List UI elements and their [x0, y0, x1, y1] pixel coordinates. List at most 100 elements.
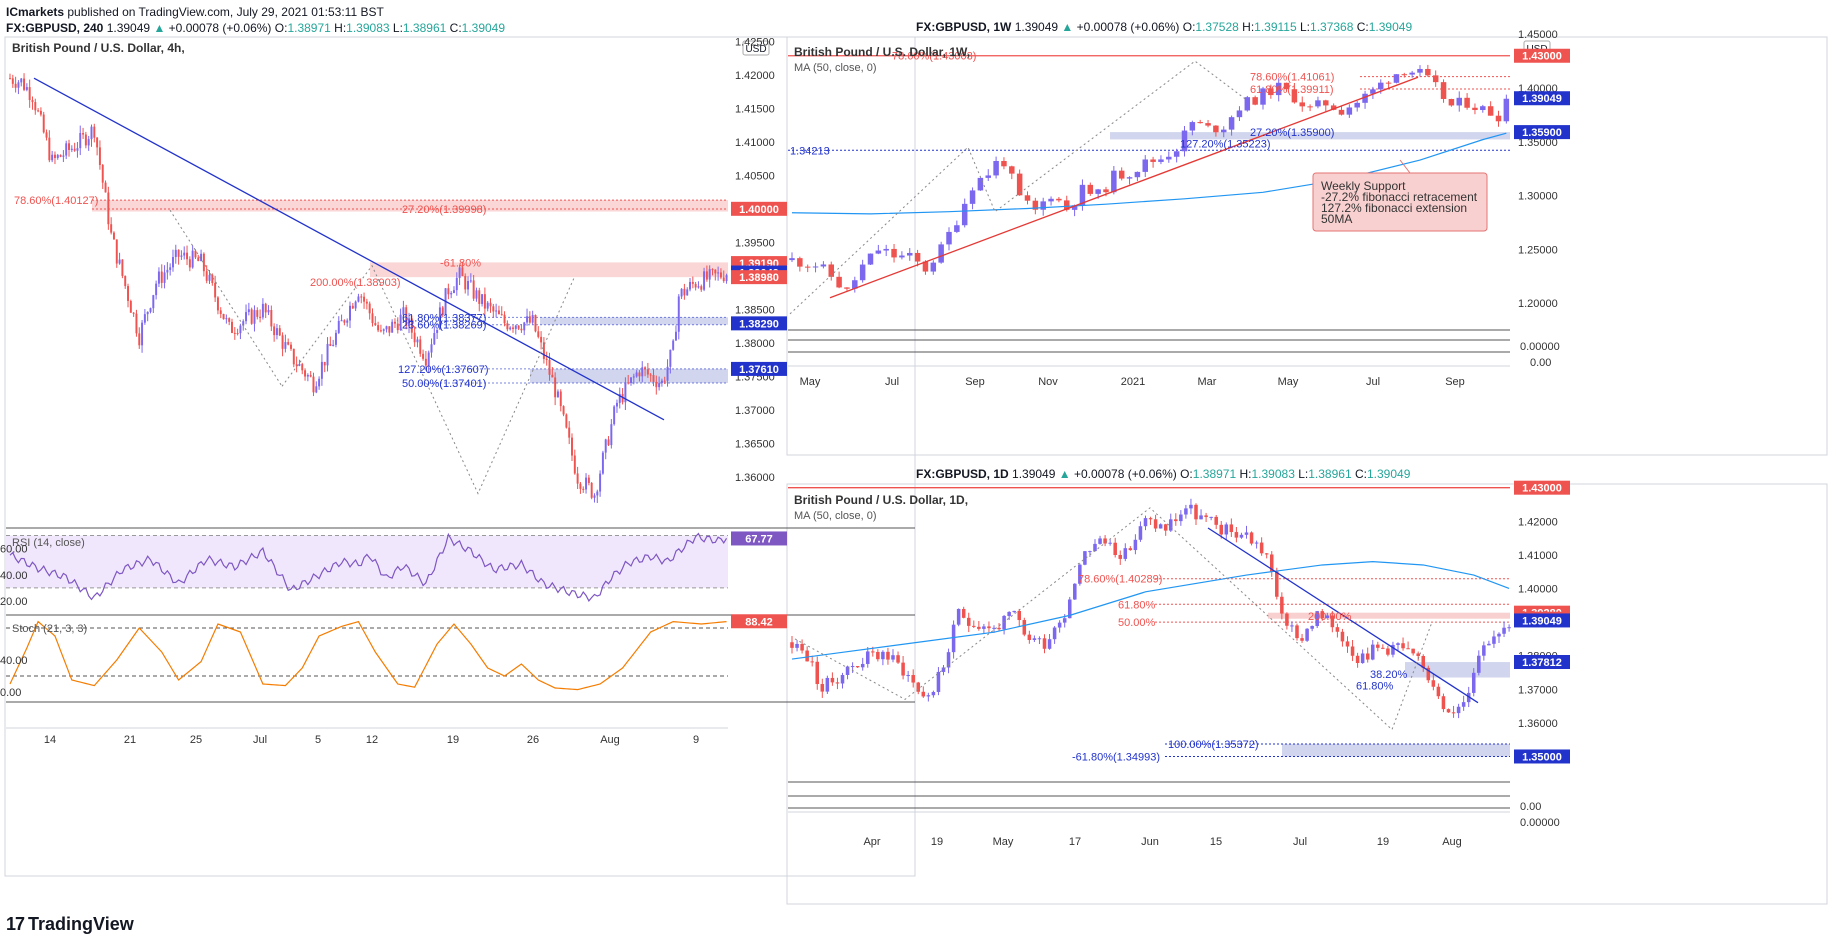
d1-candle-body	[1259, 542, 1264, 554]
h4-candle-body	[396, 323, 399, 331]
w1-candle-body	[954, 225, 960, 232]
h4-candle-body	[329, 343, 332, 346]
h4-fib-swing-line	[169, 209, 283, 387]
d1-candle-body	[1275, 571, 1279, 597]
d1-x-tick-label: 19	[931, 836, 943, 848]
h4-candle-body	[495, 310, 498, 312]
h4-candles	[9, 73, 728, 504]
w1-y-tick-label: 1.25000	[1518, 244, 1558, 256]
d1-candle-body	[825, 677, 830, 692]
tradingview-logo[interactable]: 17 TradingView	[6, 914, 134, 935]
h4-candle-body	[51, 154, 54, 161]
h4-candle-body	[714, 269, 717, 274]
weekly-symbol-label: FX:GBPUSD, 1W	[916, 20, 1012, 34]
tradingview-logo-text: TradingView	[28, 914, 134, 934]
h4-x-tick-label: Jul	[253, 734, 267, 746]
h4-candle-body	[9, 78, 11, 80]
h4-candle-body	[545, 358, 548, 360]
h4-candle-body	[259, 316, 262, 318]
h4-candle-body	[351, 305, 354, 309]
h4-candle-body	[315, 386, 318, 393]
h4-candle-body	[700, 286, 703, 290]
w1-candle-body	[1103, 189, 1109, 193]
tradingview-logo-icon: 17	[6, 914, 25, 934]
h4-candle-body	[655, 381, 658, 388]
h4-candle-body	[31, 100, 34, 103]
h4-candle-body	[686, 289, 689, 296]
h4-candle-body	[118, 259, 121, 264]
d1-candle-body	[1042, 638, 1047, 649]
d1-candle-body	[1370, 644, 1375, 660]
d1-candle-body	[1209, 516, 1213, 518]
h4-candle-body	[261, 303, 264, 318]
d1-candle-body	[946, 652, 951, 668]
d1-candle-body	[1148, 518, 1153, 520]
h4-candle-body	[37, 110, 40, 112]
h4-candle-body	[48, 137, 51, 161]
h4-candle-body	[169, 267, 172, 270]
publish-header: ICmarkets published on TradingView.com, …	[6, 4, 505, 36]
w1-candle-body	[1393, 74, 1400, 83]
w1-fib-label: 127.20%(1.35223)	[1180, 138, 1271, 150]
h4-candle-body	[146, 311, 149, 315]
h4-candle-body	[368, 303, 371, 314]
w1-candle-body	[1056, 198, 1062, 201]
weekly-close-label: C:	[1356, 20, 1369, 34]
w1-candle-body	[1126, 177, 1133, 179]
h4-candle-body	[301, 364, 304, 371]
h4-candle-body	[349, 305, 351, 321]
d1-candle-body	[997, 627, 1001, 630]
d1-candle-body	[1002, 615, 1006, 630]
w1-x-tick-label: Jul	[1366, 376, 1380, 388]
w1-candle-body	[1503, 98, 1510, 122]
h4-candle-body	[680, 288, 683, 297]
w1-y-tick-label: 1.35000	[1518, 137, 1558, 149]
h4-candle-body	[320, 361, 323, 379]
h4-candle-body	[663, 380, 666, 382]
d1-fib-label: 200.00%	[1308, 611, 1352, 623]
d1-fib-label: 78.60%(1.40289)	[1078, 574, 1162, 586]
d1-candle-body	[992, 627, 996, 629]
h4-candle-body	[346, 320, 349, 323]
h4-candle-body	[719, 272, 722, 278]
h4-candle-body	[590, 482, 593, 498]
d1-candle-body	[1022, 620, 1027, 635]
h4-candle-body	[512, 327, 514, 329]
author-name[interactable]: ICmarkets	[6, 5, 65, 19]
h4-candle-body	[287, 342, 290, 345]
d1-candle-body	[850, 666, 855, 668]
h4-candle-body	[722, 277, 725, 282]
h4-fib-label: 27.20%(1.39998)	[402, 204, 486, 216]
w1-x-tick-label: Sep	[1445, 376, 1465, 388]
w1-candle-body	[1244, 97, 1251, 111]
h4-candle-body	[98, 147, 101, 165]
h4-candle-body	[298, 364, 301, 366]
w1-candle-body	[1283, 82, 1290, 90]
w1-candle-body	[1032, 200, 1039, 210]
daily-last-price: 1.39049	[1012, 467, 1056, 481]
d1-candle-body	[1416, 653, 1420, 657]
h4-candle-body	[143, 314, 146, 323]
h4-currency-badge-bg	[742, 40, 770, 56]
h4-candle-body	[371, 313, 374, 324]
d1-candle-body	[1482, 645, 1486, 656]
d1-candle-body	[1451, 712, 1456, 714]
high-label: H:	[334, 21, 347, 35]
h4-candle-body	[363, 296, 366, 302]
h4-support-zone-2	[530, 368, 728, 383]
h4-candle-body	[419, 339, 422, 354]
h4-candle-body	[270, 310, 273, 327]
h4-candle-body	[152, 295, 155, 309]
w1-price-label: 1.39049	[1522, 93, 1562, 105]
d1-candle-body	[956, 608, 961, 625]
d1-candle-body	[1320, 611, 1325, 619]
rsi-y-tick-label: 20.00	[0, 596, 28, 608]
d1-candle-body	[1204, 515, 1208, 517]
h4-y-tick-label: 1.36000	[735, 472, 775, 484]
h4-candle-body	[101, 164, 104, 183]
d1-candle-body	[1103, 538, 1107, 544]
w1-candle-body	[1134, 171, 1141, 178]
h4-y-tick-label: 1.39500	[735, 237, 775, 249]
d1-candle-body	[966, 617, 971, 626]
